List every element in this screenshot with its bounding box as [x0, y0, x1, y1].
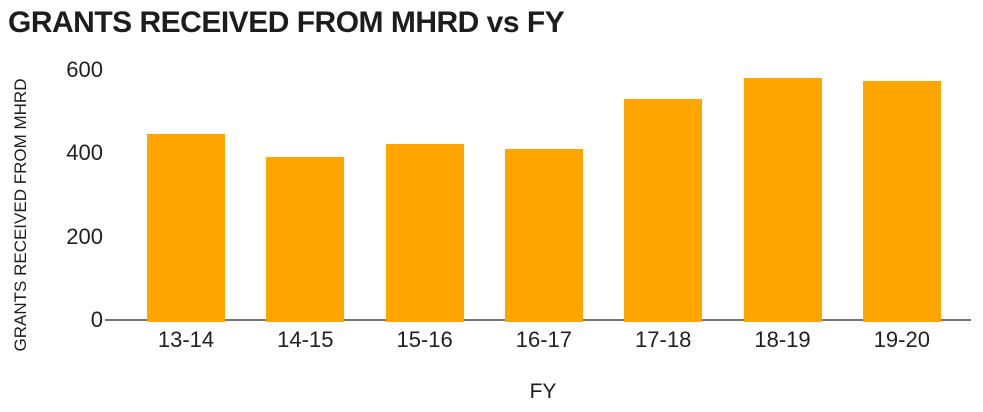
y-axis-title: GRANTS RECEIVED FROM MHRD: [11, 78, 30, 352]
y-tick-400: 400: [66, 140, 103, 166]
x-axis-title: FY: [529, 380, 557, 403]
x-tick-19-20: 19-20: [873, 327, 930, 352]
x-tick-18-19: 18-19: [754, 327, 811, 352]
x-tick-15-16: 15-16: [396, 327, 453, 352]
y-tick-0: 0: [90, 307, 103, 332]
bar-19-20: [862, 80, 941, 322]
x-tick-16-17: 16-17: [515, 327, 573, 352]
bar-15-16: [385, 144, 464, 322]
bar-13-14: [147, 134, 225, 322]
bar-18-19: [743, 77, 822, 322]
chart-title: GRANTS RECEIVED FROM MHRD vs FY: [8, 6, 565, 39]
bar-16-17: [504, 149, 583, 322]
y-tick-600: 600: [66, 57, 103, 82]
x-tick-17-18: 17-18: [635, 327, 692, 352]
bar-14-15: [266, 156, 345, 322]
x-tick-14-15: 14-15: [277, 327, 334, 352]
y-tick-200: 200: [66, 223, 103, 249]
bar-17-18: [624, 99, 703, 322]
x-tick-13-14: 13-14: [157, 327, 215, 352]
